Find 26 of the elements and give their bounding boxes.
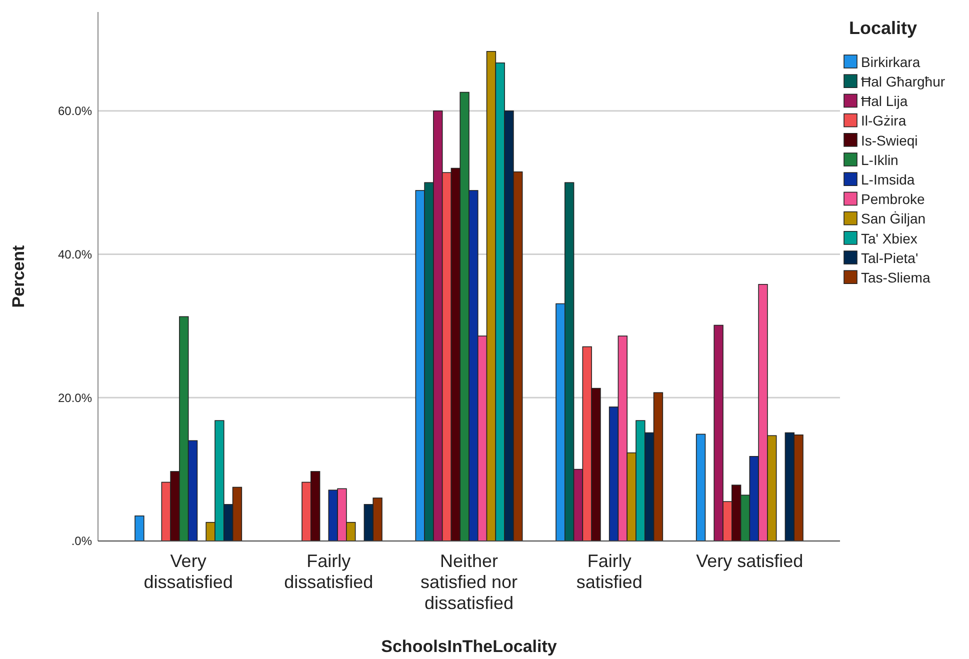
legend-label: Il-Gżira <box>861 112 906 129</box>
x-axis-title: SchoolsInTheLocality <box>381 637 558 656</box>
legend-label: Ta' Xbiex <box>861 230 918 246</box>
bar <box>696 434 706 542</box>
legend-label: Ħal Lija <box>861 93 908 110</box>
x-tick-label: Neither satisfied nor dissatisfied <box>420 551 518 613</box>
x-tick-label: Fairly dissatisfied <box>284 551 374 592</box>
legend-label: Tas-Sliema <box>861 270 930 286</box>
legend-label: L-Imsida <box>861 172 915 188</box>
legend-label: Tal-Pieta' <box>861 250 918 266</box>
x-tick-label: Very satisfied <box>696 551 804 571</box>
y-tick-label: 40.0% <box>58 247 92 262</box>
y-axis-title: Percent <box>9 244 28 308</box>
x-tick-label: Very dissatisfied <box>144 551 233 592</box>
legend-label: Pembroke <box>861 191 926 208</box>
y-tick-label: 20.0% <box>58 390 92 405</box>
x-tick-label: Fairly satisfied <box>576 551 642 592</box>
bar <box>134 516 144 542</box>
legend-label: Is-Swieqi <box>861 132 918 148</box>
y-tick-label: 60.0% <box>58 104 92 118</box>
legend-label: Ħal Għargħur <box>861 74 946 90</box>
legend-title: Locality <box>849 18 918 38</box>
legend-label: San Ġiljan <box>861 210 926 227</box>
legend-label: Birkirkara <box>861 54 920 70</box>
y-tick-label: .0% <box>71 534 92 548</box>
legend-label: L-Iklin <box>861 152 898 168</box>
